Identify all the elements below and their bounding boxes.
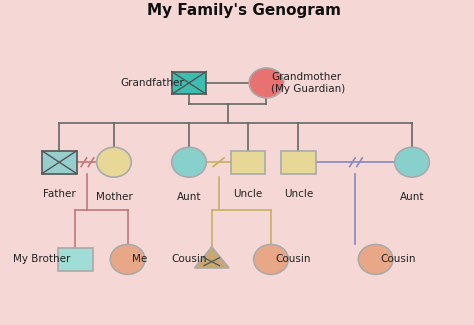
Bar: [172, 72, 206, 94]
Ellipse shape: [395, 147, 429, 177]
Ellipse shape: [358, 244, 393, 274]
Text: Uncle: Uncle: [283, 188, 313, 199]
Text: Father: Father: [43, 188, 76, 199]
Polygon shape: [194, 247, 229, 268]
Text: Cousin: Cousin: [172, 254, 207, 265]
Text: Aunt: Aunt: [400, 192, 424, 202]
Text: Cousin: Cousin: [380, 254, 416, 265]
Ellipse shape: [110, 244, 145, 274]
Ellipse shape: [172, 147, 206, 177]
Bar: [58, 248, 92, 271]
Text: Grandfather: Grandfather: [121, 78, 184, 88]
Bar: [42, 151, 77, 174]
Bar: [231, 151, 265, 174]
Text: Me: Me: [132, 254, 147, 265]
Ellipse shape: [254, 244, 288, 274]
Text: Grandmother
(My Guardian): Grandmother (My Guardian): [271, 72, 345, 94]
Text: Mother: Mother: [96, 192, 132, 202]
Text: Aunt: Aunt: [177, 192, 201, 202]
Ellipse shape: [249, 68, 284, 98]
Text: My Brother: My Brother: [13, 254, 71, 265]
Title: My Family's Genogram: My Family's Genogram: [146, 3, 341, 18]
Bar: [281, 151, 316, 174]
Text: Uncle: Uncle: [234, 188, 263, 199]
Text: Cousin: Cousin: [275, 254, 311, 265]
Ellipse shape: [97, 147, 131, 177]
